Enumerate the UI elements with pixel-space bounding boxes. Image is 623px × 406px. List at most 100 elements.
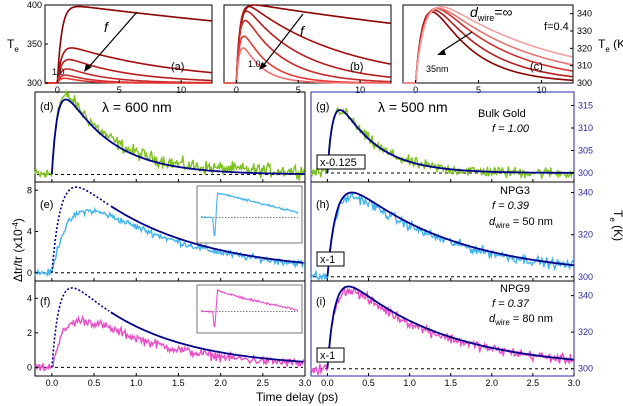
panel-b-arrow-label: f (300, 23, 306, 39)
fit-curve (51, 98, 305, 175)
panel-f: 0.0 0.5 1.0 1.5 2.0 2.5 3.0 0 2 4 (f) (27, 284, 311, 388)
panel-h-ticks: 300 320 340 (326, 188, 593, 282)
panel-h: 300 320 340 (h) NPG3 f = 0.39 dwire = 50 n… (310, 185, 593, 282)
panel-g-ticks: 300 305 310 315 (326, 101, 593, 182)
panel-a-arrow-label: f (104, 19, 110, 35)
panel-h-label: (h) (316, 199, 329, 211)
panel-a-label: (a) (171, 61, 184, 73)
inset-trace (201, 192, 299, 237)
x-tick-label: 10 (355, 85, 365, 95)
y-tick-label: 300 (27, 78, 42, 88)
x-tick-label: 0.5 (362, 378, 375, 388)
fit-extrapolated (51, 287, 110, 368)
y-tick-label: 350 (27, 39, 42, 49)
x-tick-label: 10 (176, 85, 186, 95)
panel-e-inset (196, 185, 303, 244)
panel-d: (d) λ = 600 nm (34, 89, 306, 182)
y-tick-label: 315 (578, 101, 593, 111)
panel-a-arrow-end-label: 1.0 (52, 67, 65, 77)
x-tick-label: 2.0 (214, 378, 227, 388)
series-d35 (403, 5, 573, 84)
panel-c-arrow (440, 31, 473, 53)
panel-g-sample: Bulk Gold (478, 108, 526, 120)
series-f1 (45, 5, 212, 84)
panel-g-label: (g) (316, 101, 329, 113)
panel-g-wavelength: λ = 500 nm (378, 99, 448, 115)
panel-f-ticks: 0.0 0.5 1.0 1.5 2.0 2.5 3.0 0 2 4 (27, 293, 311, 388)
panel-c-f-value: f=0.4 (544, 21, 569, 33)
series-f3 (224, 10, 391, 84)
panel-d-curves (34, 89, 306, 182)
y-tick-label: 2 (27, 328, 32, 338)
panel-c-curves (403, 5, 573, 84)
data-trace (34, 89, 305, 181)
panel-h-f: f = 0.39 (492, 200, 529, 212)
y-tick-label: 4 (27, 227, 32, 237)
panel-h-dwire: dwire = 50 nm (489, 216, 553, 230)
y-tick-label: 400 (27, 0, 42, 10)
panel-f-curves (34, 287, 305, 372)
panel-c-arrow-end-label: 35nm (426, 64, 449, 74)
panel-c-arrowhead (437, 49, 446, 55)
x-tick-label: 2.0 (486, 378, 499, 388)
series-f6 (224, 47, 391, 84)
series-f3 (45, 58, 212, 84)
panel-b-label: (b) (350, 61, 363, 73)
x-tick-label: 5 (476, 85, 481, 95)
panel-a-curves (45, 5, 212, 84)
panel-g-scale-box (316, 154, 366, 170)
panel-f-label: (f) (40, 296, 50, 308)
y-tick-label: 340 (577, 9, 592, 19)
y-tick-label: 340 (578, 291, 593, 301)
panel-c-ticks: 0 5 10 300 310 320 330 340 (413, 9, 592, 95)
x-tick-label: 3.0 (568, 378, 581, 388)
x-tick-label: 5 (296, 85, 301, 95)
panel-a: 0 5 10 300 350 400 Te (a) f 1.0 (7, 0, 213, 95)
left-ylabel: Δtr/tr (x10-4) (11, 218, 25, 282)
panel-a-ticks: 0 5 10 300 350 400 (27, 0, 186, 95)
y-tick-label: 300 (578, 168, 593, 178)
panel-i-scale-box (316, 347, 345, 363)
series-f2 (224, 5, 391, 84)
x-tick-label: 1.5 (444, 378, 457, 388)
x-tick-label: 1.0 (403, 378, 416, 388)
x-tick-label: 2.5 (257, 378, 270, 388)
y-tick-label: 320 (578, 327, 593, 337)
panel-g-scale: x-0.125 (320, 157, 357, 169)
y-tick-label: 310 (578, 123, 593, 133)
panel-e-curves (34, 186, 305, 277)
panel-i-ticks: 0.0 0.5 1.0 1.5 2.0 2.5 3.0 300 320 340 (321, 291, 593, 388)
panel-d-label: (d) (40, 101, 53, 113)
panel-b-ticks: 0 5 10 (234, 80, 365, 95)
panel-a-arrowhead (84, 64, 92, 72)
fit-curve (110, 205, 304, 264)
x-tick-label: 1.0 (130, 378, 143, 388)
fit-curve (326, 109, 574, 174)
panel-h-curves (310, 191, 575, 281)
x-tick-label: 10 (537, 85, 547, 95)
series-f2 (45, 47, 212, 84)
x-tick-label: 3.0 (299, 378, 312, 388)
panel-a-ylabel: Te (7, 37, 19, 54)
panel-f-inset-curve (200, 288, 299, 328)
data-trace (310, 285, 574, 377)
panel-i-sample: NPG9 (500, 283, 530, 295)
panel-i-scale: x-1 (320, 350, 335, 362)
panel-b-curves (224, 4, 391, 84)
y-tick-label: 330 (577, 26, 592, 36)
panel-f-inset (196, 284, 303, 334)
right-frame (310, 91, 575, 377)
panel-h-scale-box (316, 251, 345, 267)
x-tick-label: 0 (413, 85, 418, 95)
y-tick-label: 300 (578, 364, 593, 374)
y-tick-label: 4 (27, 293, 32, 303)
inset-trace (200, 288, 299, 328)
x-tick-label: 0 (55, 85, 60, 95)
y-tick-label: 300 (577, 78, 592, 88)
series-f4 (224, 19, 391, 84)
panel-i-label: (i) (316, 296, 326, 308)
y-tick-label: 8 (27, 185, 32, 195)
panel-c-right-axis-label: Te (K) (598, 37, 623, 54)
y-tick-label: 310 (577, 61, 592, 71)
panel-e-label: (e) (40, 199, 53, 211)
